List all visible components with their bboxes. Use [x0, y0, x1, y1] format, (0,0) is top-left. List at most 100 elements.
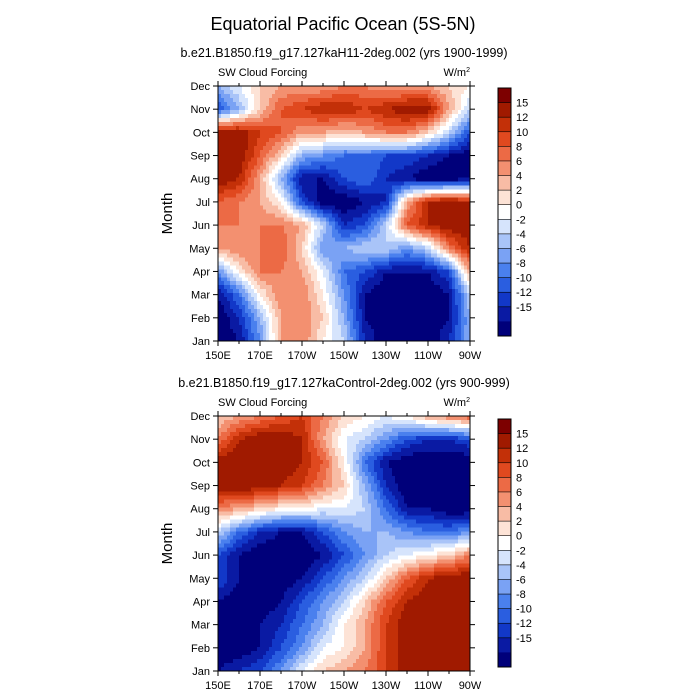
contour-cell	[386, 643, 399, 648]
contour-cell	[377, 483, 381, 489]
contour-cell	[305, 221, 312, 227]
contour-cell	[440, 273, 450, 278]
contour-cell	[218, 189, 225, 195]
contour-cell	[332, 635, 345, 640]
contour-cell	[317, 655, 327, 660]
contour-cell	[218, 491, 255, 497]
contour-cell	[329, 317, 333, 322]
y-tick-label: Apr	[193, 596, 210, 608]
contour-cell	[296, 611, 309, 616]
contour-cell	[413, 583, 426, 588]
contour-cell	[380, 635, 387, 640]
contour-cell	[386, 443, 396, 449]
contour-cell	[236, 539, 249, 545]
contour-cell	[332, 483, 345, 489]
contour-cell	[329, 297, 336, 302]
contour-cell	[332, 443, 339, 449]
contour-cell	[218, 515, 231, 521]
contour-cell	[404, 181, 471, 187]
contour-cell	[341, 285, 351, 290]
contour-cell	[287, 181, 294, 187]
contour-cell	[314, 201, 321, 207]
contour-cell	[395, 193, 399, 199]
contour-cell	[320, 455, 327, 461]
y-tick-label: Oct	[193, 127, 210, 139]
contour-cell	[398, 209, 402, 215]
contour-cell	[359, 571, 369, 576]
contour-cell	[422, 209, 429, 215]
contour-cell	[398, 635, 471, 640]
contour-cell	[296, 173, 303, 179]
contour-cell	[266, 281, 306, 286]
contour-cell	[332, 479, 345, 485]
contour-cell	[377, 571, 384, 576]
contour-cell	[449, 261, 453, 266]
contour-cell	[320, 281, 327, 286]
contour-cell	[239, 431, 258, 437]
contour-cell	[272, 519, 318, 525]
contour-cell	[455, 137, 465, 143]
contour-cell	[266, 325, 270, 330]
contour-cell	[368, 321, 447, 326]
contour-cell	[239, 555, 321, 561]
contour-cell	[308, 495, 324, 501]
contour-cell	[269, 305, 273, 310]
contour-cell	[275, 89, 321, 95]
contour-cell	[395, 583, 402, 588]
contour-cell	[257, 659, 270, 664]
contour-cell	[242, 165, 249, 171]
contour-cell	[227, 451, 303, 457]
contour-cell	[458, 113, 465, 119]
contour-cell	[230, 439, 240, 445]
contour-cell	[311, 241, 318, 246]
contour-cell	[218, 97, 225, 103]
contour-cell	[326, 543, 336, 549]
contour-cell	[287, 249, 297, 254]
contour-cell	[224, 543, 234, 549]
contour-cell	[467, 289, 471, 294]
contour-cell	[461, 101, 468, 107]
contour-cell	[317, 471, 327, 477]
contour-cell	[317, 273, 324, 278]
contour-cell	[371, 627, 381, 632]
contour-cell	[362, 229, 372, 235]
contour-cell	[260, 301, 267, 306]
contour-cell	[317, 451, 327, 457]
contour-cell	[278, 173, 285, 179]
contour-cell	[383, 455, 402, 461]
colorbar-bin	[498, 306, 511, 322]
contour-cell	[251, 663, 267, 668]
contour-cell	[272, 667, 282, 672]
contour-cell	[377, 651, 387, 656]
contour-cell	[296, 579, 312, 584]
contour-cell	[383, 221, 387, 227]
contour-cell	[464, 333, 471, 338]
contour-cell	[452, 285, 456, 290]
contour-cell	[386, 225, 390, 231]
y-tick-label: Sep	[190, 481, 210, 493]
colorbar-label: 12	[516, 443, 528, 455]
contour-cell	[341, 567, 354, 572]
contour-cell	[251, 285, 255, 290]
contour-cell	[239, 419, 261, 425]
contour-cell	[362, 213, 372, 219]
contour-cell	[323, 575, 336, 580]
contour-cell	[305, 237, 309, 242]
contour-cell	[245, 93, 255, 99]
contour-cell	[287, 587, 303, 592]
contour-cell	[320, 607, 330, 612]
contour-cell	[263, 325, 267, 330]
contour-cell	[347, 325, 351, 330]
contour-cell	[377, 667, 387, 672]
contour-cell	[347, 443, 357, 449]
contour-cell	[374, 475, 378, 481]
contour-cell	[410, 217, 420, 223]
contour-cell	[386, 639, 399, 644]
contour-cell	[395, 225, 399, 231]
colorbar-bin	[498, 462, 511, 478]
contour-cell	[347, 337, 354, 342]
contour-cell	[239, 261, 249, 266]
contour-cell	[233, 97, 240, 103]
contour-cell	[386, 153, 429, 159]
contour-cell	[302, 439, 309, 445]
